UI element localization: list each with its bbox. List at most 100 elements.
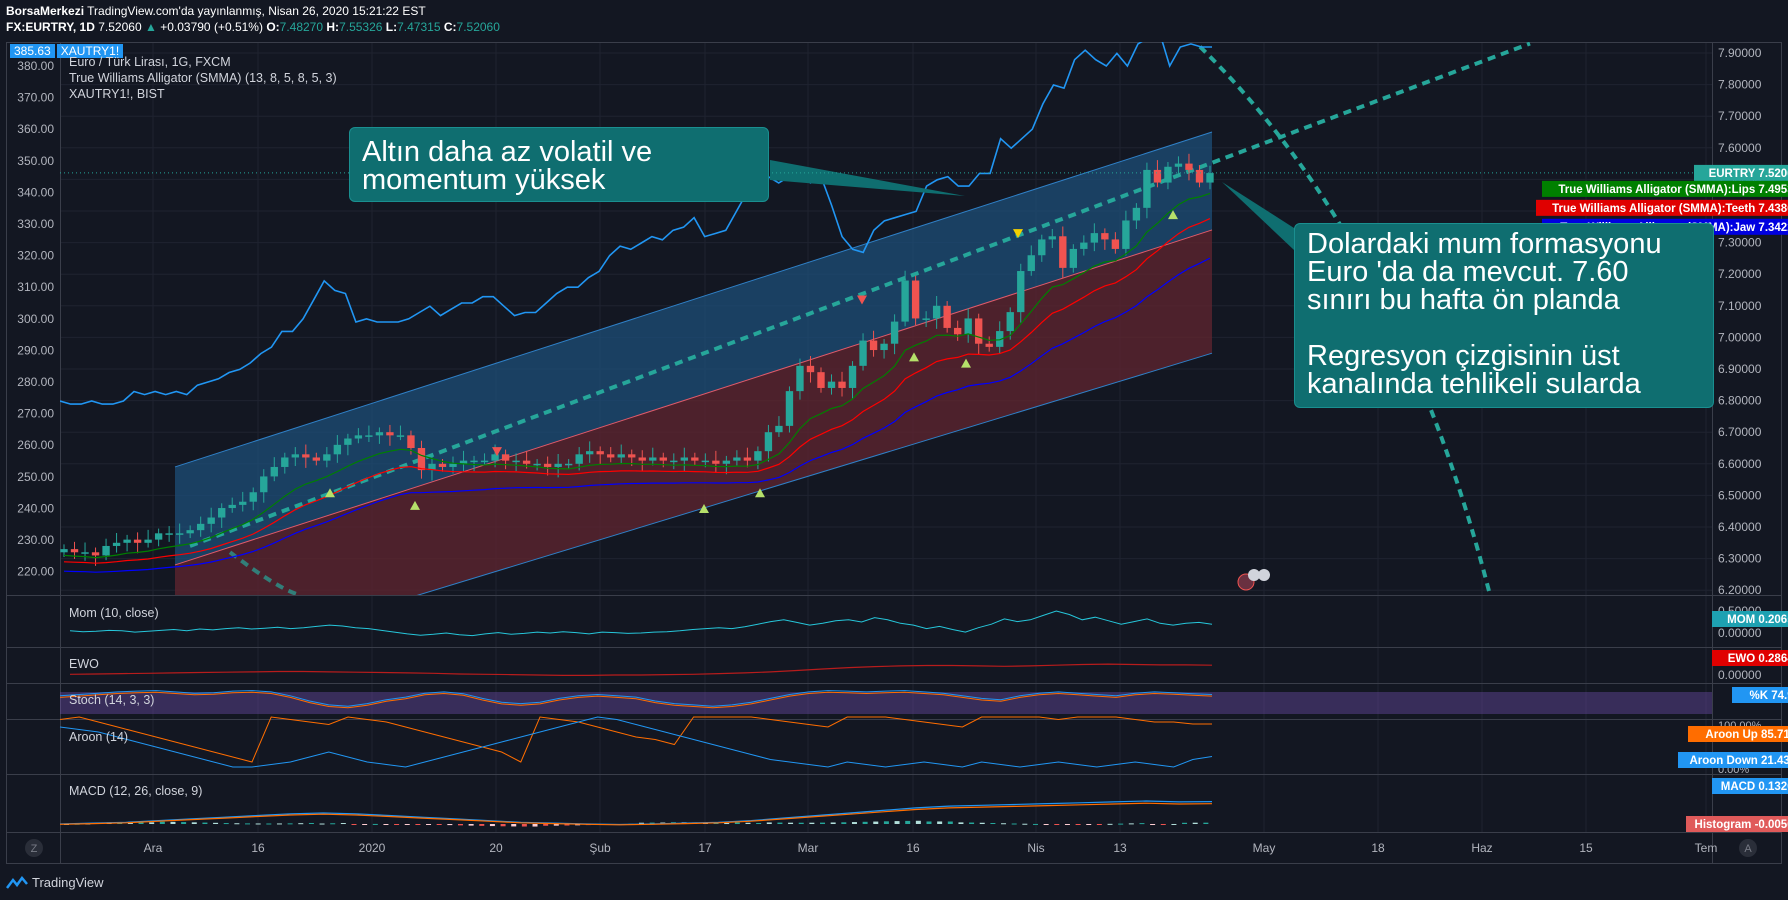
compare-symbol: XAUTRY1!	[56, 44, 124, 58]
stoch-d-line	[59, 691, 1213, 709]
macd-histogram-bar	[734, 822, 740, 824]
macd-histogram-bar	[745, 822, 751, 824]
ewo-value-label-text: EWO 0.28643	[1728, 653, 1788, 665]
macd-histogram-bar	[958, 822, 964, 824]
macd-histogram-bar	[1171, 823, 1177, 825]
buy-signal-icon	[909, 352, 919, 362]
ewo-value-label: EWO 0.28643	[1712, 650, 1788, 666]
candle-body	[70, 549, 79, 553]
macd-value-label: MACD 0.13204	[1712, 778, 1788, 794]
aroon-up-value-label-bg	[1688, 726, 1788, 742]
main-price-pane[interactable]	[60, 31, 1712, 669]
aroon-up-line	[59, 716, 1212, 763]
open-value: 7.48270	[279, 20, 324, 34]
mom-value-label-text: MOM 0.20651	[1727, 614, 1788, 626]
mom-value-label: MOM 0.20651	[1712, 611, 1788, 627]
candle-body	[270, 466, 278, 477]
candle-body	[1048, 236, 1056, 240]
stoch-band	[60, 692, 1712, 714]
macd-histogram-bar	[1022, 823, 1028, 825]
ewo-value-label-bg	[1712, 650, 1788, 666]
axis-mode-buttons[interactable]: Z A	[25, 839, 1757, 857]
macd-histogram-bar	[649, 822, 655, 824]
short-trendline	[228, 550, 301, 595]
candle-body	[1027, 255, 1035, 272]
candle-body	[1174, 163, 1183, 167]
candle-body	[859, 340, 867, 366]
macd-histogram-bar	[521, 824, 527, 827]
auto-scale-button[interactable]	[1739, 839, 1757, 857]
stoch-pane-title[interactable]: Stoch (14, 3, 3)	[69, 693, 155, 707]
regression-lower-channel	[175, 229, 1212, 595]
candle-body	[1164, 166, 1172, 183]
macd-histogram-bar	[383, 824, 389, 825]
ewo-pane-title[interactable]: EWO	[69, 657, 99, 671]
candle-body	[165, 533, 173, 535]
low-value: 7.47315	[397, 20, 441, 34]
macd-histogram-bar	[1182, 822, 1188, 824]
macd-histogram-bar	[489, 824, 495, 827]
left-axis-tick: 280.00	[17, 375, 54, 389]
compare-series-title[interactable]: XAUTRY1!, BIST	[69, 87, 165, 101]
macd-histogram-bar	[532, 824, 538, 827]
ewo-line	[69, 663, 1213, 677]
mom-pane-title[interactable]: Mom (10, close)	[69, 606, 159, 620]
macd-histogram-bar	[564, 824, 570, 826]
macd-histogram-bar	[926, 821, 932, 824]
log-scale-button[interactable]	[25, 839, 43, 857]
gold-annotation[interactable]: Altın daha az volatil ve momentum yüksek	[349, 127, 769, 202]
candle-body	[522, 460, 531, 464]
dollar-annotation[interactable]: Dolardaki mum formasyonu Euro 'da da mev…	[1294, 223, 1714, 408]
open-label: O:	[266, 20, 280, 34]
candle-body	[1206, 173, 1214, 183]
macd-histogram-bar	[319, 823, 325, 825]
dollar-callout-pointer	[1222, 182, 1294, 250]
ewo-axis-tick: 0.00000	[1718, 668, 1762, 682]
macd-histogram-bar	[223, 823, 229, 825]
last-price: 7.52060	[98, 20, 142, 34]
right-axis-tick: 6.20000	[1718, 583, 1762, 597]
gold-callout-pointer	[770, 160, 965, 196]
compare-symbol-tag[interactable]: 385.63 XAUTRY1!	[10, 44, 124, 58]
macd-histogram-bar	[1086, 824, 1092, 825]
candle-body	[1111, 239, 1120, 249]
macd-histogram-bar	[266, 823, 272, 825]
symbol-name[interactable]: FX:EURTRY, 1D	[6, 20, 95, 34]
price-change: +0.03790 (+0.51%)	[160, 20, 263, 34]
candle-body	[239, 501, 247, 505]
candle-body	[459, 460, 468, 464]
macd-histogram-bar	[511, 824, 517, 827]
candle-body	[512, 460, 520, 463]
left-axis-tick: 340.00	[17, 185, 54, 199]
left-axis-tick: 240.00	[17, 501, 54, 515]
macd-histogram-bar	[500, 824, 506, 827]
macd-pane-title[interactable]: MACD (12, 26, close, 9)	[69, 784, 203, 798]
alligator-study-title[interactable]: True Williams Alligator (SMMA) (13, 8, 5…	[69, 71, 337, 85]
candle-body	[670, 460, 678, 463]
right-axis-tick: 7.30000	[1718, 236, 1762, 250]
aroon-up-value-label-text: Aroon Up 85.71%	[1705, 729, 1788, 741]
macd-histogram-bar	[1032, 823, 1038, 825]
macd-histogram-bar	[170, 821, 176, 824]
event-count-badge	[1258, 569, 1270, 581]
aroon-pane-title[interactable]: Aroon (14)	[69, 730, 129, 744]
candle-body	[249, 492, 257, 502]
ascending-trendline	[189, 42, 1531, 548]
tradingview-brand[interactable]: TradingView	[6, 875, 104, 890]
main-series-title[interactable]: Euro / Türk Lirası, 1G, FXCM	[69, 55, 231, 69]
lips-value-label-bg	[1542, 180, 1788, 197]
macd-histogram-bar	[1160, 824, 1166, 825]
time-tick-label: Haz	[1471, 841, 1492, 855]
macd-histogram-bar	[255, 823, 261, 825]
candle-body	[81, 552, 89, 554]
event-markers[interactable]	[1237, 569, 1270, 591]
macd-histogram-bar	[245, 823, 251, 825]
buy-signal-icon	[961, 358, 971, 368]
candle-body	[480, 460, 489, 463]
candle-body	[417, 448, 426, 471]
up-arrow-icon: ▲	[144, 20, 157, 34]
compare-value: 385.63	[10, 44, 55, 58]
lips-value-label: True Williams Alligator (SMMA):Lips 7.49…	[1542, 180, 1788, 197]
candle-body	[207, 517, 215, 524]
